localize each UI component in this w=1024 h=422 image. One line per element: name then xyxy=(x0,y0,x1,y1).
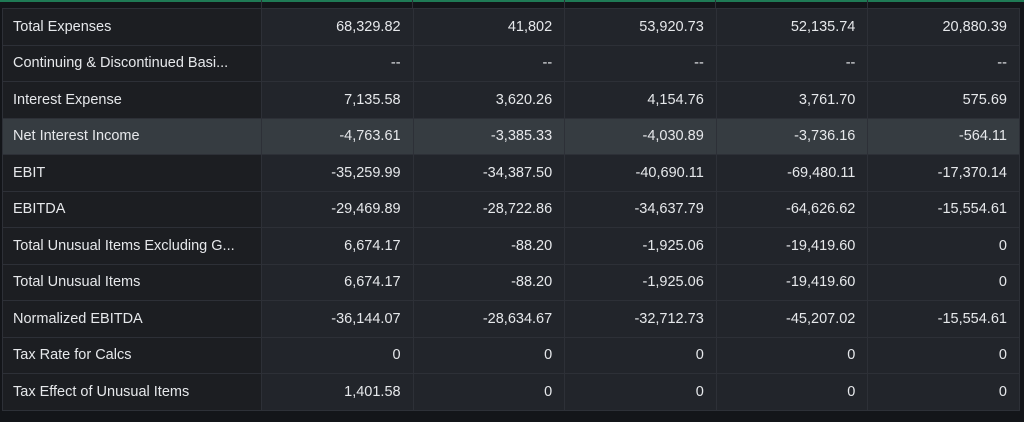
table-cell: -35,259.99 xyxy=(261,154,414,192)
table-row[interactable]: EBITDA -29,469.89 -28,722.86 -34,637.79 … xyxy=(2,190,1020,228)
table-cell: 3,620.26 xyxy=(412,81,566,119)
top-accent-line xyxy=(0,0,1024,2)
row-label: Total Unusual Items Excluding G... xyxy=(2,227,262,265)
table-cell: -- xyxy=(867,44,1020,82)
table-cell: -15,554.61 xyxy=(867,190,1020,228)
row-label: EBIT xyxy=(2,154,262,192)
column-divider xyxy=(715,0,716,8)
row-label: Net Interest Income xyxy=(2,117,262,155)
table-cell: -- xyxy=(412,44,566,82)
column-divider xyxy=(867,0,868,8)
table-cell: -4,763.61 xyxy=(261,117,414,155)
table-cell: 6,674.17 xyxy=(261,263,414,301)
row-label: Total Expenses xyxy=(2,8,262,46)
row-label: Continuing & Discontinued Basi... xyxy=(2,44,262,82)
table-row[interactable]: Normalized EBITDA -36,144.07 -28,634.67 … xyxy=(2,300,1020,338)
table-row[interactable]: Total Expenses 68,329.82 41,802 53,920.7… xyxy=(2,8,1020,46)
table-cell: -17,370.14 xyxy=(867,154,1020,192)
table-cell: -3,736.16 xyxy=(715,117,869,155)
column-divider xyxy=(261,0,262,8)
row-label: EBITDA xyxy=(2,190,262,228)
table-cell: 1,401.58 xyxy=(261,373,414,411)
table-cell: 53,920.73 xyxy=(564,8,717,46)
table-cell: 0 xyxy=(412,373,566,411)
row-label: Tax Effect of Unusual Items xyxy=(2,373,262,411)
table-cell: 0 xyxy=(564,336,717,374)
table-cell: -88.20 xyxy=(412,227,566,265)
table-cell: -28,722.86 xyxy=(412,190,566,228)
table-cell: 3,761.70 xyxy=(715,81,869,119)
table-row-highlighted[interactable]: Net Interest Income -4,763.61 -3,385.33 … xyxy=(2,117,1020,155)
table-cell: -15,554.61 xyxy=(867,300,1020,338)
table-row[interactable]: Tax Effect of Unusual Items 1,401.58 0 0… xyxy=(2,373,1020,411)
table-cell: -3,385.33 xyxy=(412,117,566,155)
table-cell: -88.20 xyxy=(412,263,566,301)
table-cell: 0 xyxy=(412,336,566,374)
table-cell: 52,135.74 xyxy=(715,8,869,46)
row-label: Normalized EBITDA xyxy=(2,300,262,338)
table-cell: -69,480.11 xyxy=(715,154,869,192)
table-cell: 20,880.39 xyxy=(867,8,1020,46)
row-label: Interest Expense xyxy=(2,81,262,119)
table-cell: 4,154.76 xyxy=(564,81,717,119)
table-cell: 68,329.82 xyxy=(261,8,414,46)
table-cell: 575.69 xyxy=(867,81,1020,119)
table-cell: 0 xyxy=(867,227,1020,265)
income-statement-table: Total Expenses 68,329.82 41,802 53,920.7… xyxy=(2,8,1020,411)
table-cell: -32,712.73 xyxy=(564,300,717,338)
table-cell: 41,802 xyxy=(412,8,566,46)
table-cell: -4,030.89 xyxy=(564,117,717,155)
table-cell: 0 xyxy=(261,336,414,374)
table-cell: -19,419.60 xyxy=(715,227,869,265)
table-row[interactable]: Interest Expense 7,135.58 3,620.26 4,154… xyxy=(2,81,1020,119)
table-row[interactable]: Total Unusual Items 6,674.17 -88.20 -1,9… xyxy=(2,263,1020,301)
table-cell: 0 xyxy=(867,263,1020,301)
table-cell: -34,387.50 xyxy=(412,154,566,192)
table-cell: 6,674.17 xyxy=(261,227,414,265)
table-cell: -34,637.79 xyxy=(564,190,717,228)
row-label: Tax Rate for Calcs xyxy=(2,336,262,374)
table-row[interactable]: EBIT -35,259.99 -34,387.50 -40,690.11 -6… xyxy=(2,154,1020,192)
column-divider xyxy=(564,0,565,8)
table-cell: -36,144.07 xyxy=(261,300,414,338)
table-cell: -564.11 xyxy=(867,117,1020,155)
table-cell: -40,690.11 xyxy=(564,154,717,192)
table-cell: -28,634.67 xyxy=(412,300,566,338)
table-cell: -19,419.60 xyxy=(715,263,869,301)
column-divider xyxy=(412,0,413,8)
table-cell: -45,207.02 xyxy=(715,300,869,338)
table-row[interactable]: Total Unusual Items Excluding G... 6,674… xyxy=(2,227,1020,265)
table-row[interactable]: Continuing & Discontinued Basi... -- -- … xyxy=(2,44,1020,82)
table-cell: -29,469.89 xyxy=(261,190,414,228)
table-cell: -64,626.62 xyxy=(715,190,869,228)
row-label: Total Unusual Items xyxy=(2,263,262,301)
table-cell: -- xyxy=(564,44,717,82)
table-cell: 0 xyxy=(867,373,1020,411)
table-cell: -- xyxy=(715,44,869,82)
table-cell: 0 xyxy=(715,336,869,374)
table-cell: 0 xyxy=(564,373,717,411)
table-cell: -- xyxy=(261,44,414,82)
table-row[interactable]: Tax Rate for Calcs 0 0 0 0 0 xyxy=(2,336,1020,374)
table-cell: 7,135.58 xyxy=(261,81,414,119)
table-cell: -1,925.06 xyxy=(564,263,717,301)
table-cell: 0 xyxy=(867,336,1020,374)
table-cell: -1,925.06 xyxy=(564,227,717,265)
table-cell: 0 xyxy=(715,373,869,411)
